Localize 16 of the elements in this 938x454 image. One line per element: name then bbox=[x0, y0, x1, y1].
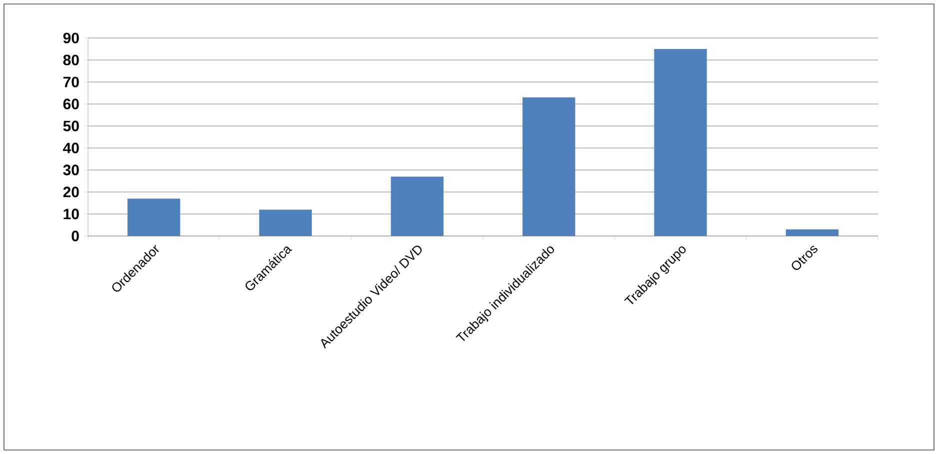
y-tick-label: 30 bbox=[63, 164, 79, 176]
y-tick-label: 90 bbox=[63, 32, 79, 44]
bar bbox=[786, 229, 838, 236]
bar bbox=[522, 97, 576, 236]
y-tick-label: 20 bbox=[63, 186, 79, 198]
y-tick-label: 40 bbox=[63, 142, 79, 154]
y-tick-label: 80 bbox=[63, 54, 79, 66]
y-tick-label: 0 bbox=[72, 230, 79, 242]
bar bbox=[654, 49, 707, 236]
y-tick-label: 60 bbox=[63, 98, 79, 110]
bar bbox=[259, 210, 312, 236]
y-tick-label: 50 bbox=[63, 120, 79, 132]
y-tick-label: 70 bbox=[63, 76, 79, 88]
bar bbox=[390, 176, 444, 236]
y-tick-label: 10 bbox=[64, 208, 79, 220]
bar bbox=[128, 198, 180, 236]
